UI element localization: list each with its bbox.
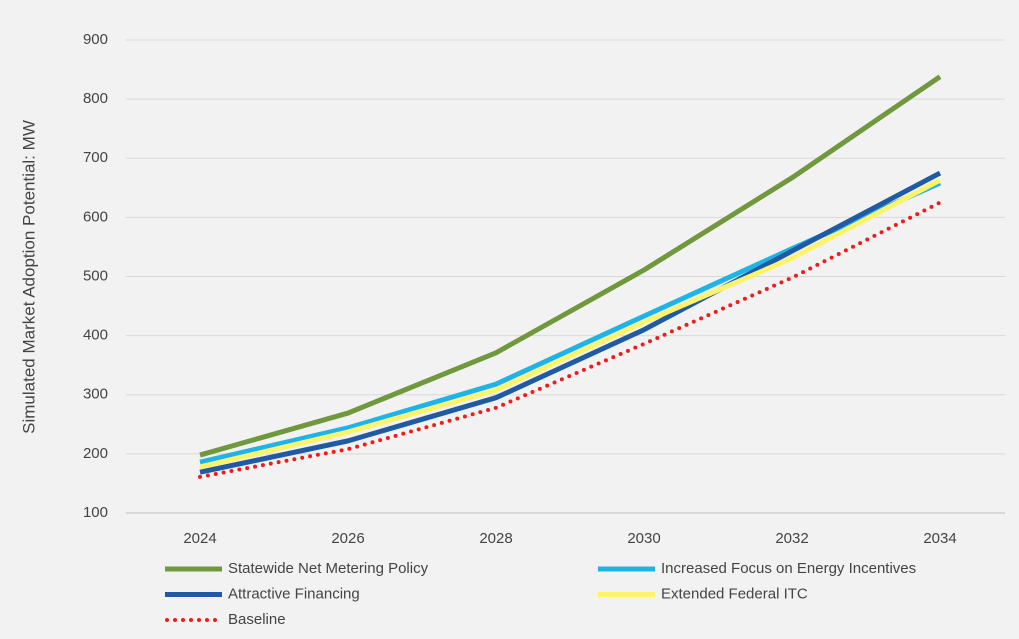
y-tick-label: 200: [83, 445, 108, 462]
x-tick-label: 2032: [775, 530, 808, 547]
y-tick-label: 100: [83, 504, 108, 521]
x-tick-label: 2026: [331, 530, 364, 547]
x-tick-label: 2034: [923, 530, 956, 547]
y-tick-label: 800: [83, 90, 108, 107]
y-tick-label: 900: [83, 31, 108, 48]
x-tick-label: 2028: [479, 530, 512, 547]
series-line: [199, 180, 942, 465]
series-line: [199, 74, 942, 458]
legend-label: Increased Focus on Energy Incentives: [661, 560, 916, 577]
legend-label: Attractive Financing: [228, 585, 360, 602]
legend-label: Extended Federal ITC: [661, 585, 808, 602]
y-axis-label: Simulated Market Adoption Potential: MW: [19, 120, 38, 434]
x-tick-label: 2024: [183, 530, 216, 547]
legend-label: Baseline: [228, 611, 286, 628]
series-line: [199, 170, 942, 475]
y-tick-label: 400: [83, 327, 108, 344]
y-tick-label: 700: [83, 149, 108, 166]
series-line: [198, 200, 942, 479]
x-tick-label: 2030: [627, 530, 660, 547]
y-tick-label: 500: [83, 267, 108, 284]
series-line: [199, 177, 942, 470]
y-tick-label: 300: [83, 386, 108, 403]
legend-label: Statewide Net Metering Policy: [228, 560, 429, 577]
y-tick-label: 600: [83, 208, 108, 225]
